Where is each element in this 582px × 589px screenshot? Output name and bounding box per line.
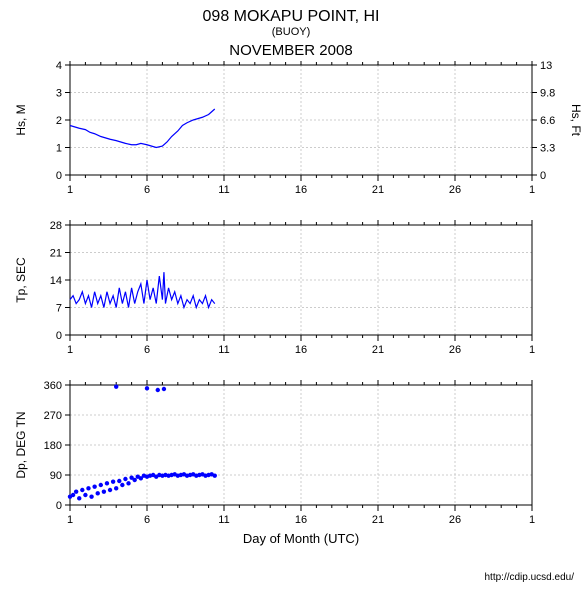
chart-container: 098 MOKAPU POINT, HI (BUOY) NOVEMBER 200… xyxy=(0,8,582,589)
svg-text:Day of Month (UTC): Day of Month (UTC) xyxy=(243,531,359,546)
svg-text:4: 4 xyxy=(56,61,62,72)
svg-text:0: 0 xyxy=(56,170,62,182)
svg-text:16: 16 xyxy=(295,184,307,196)
svg-text:11: 11 xyxy=(218,184,229,196)
station-type: (BUOY) xyxy=(0,26,582,38)
svg-text:26: 26 xyxy=(449,344,461,356)
svg-text:0: 0 xyxy=(540,170,546,182)
svg-text:1: 1 xyxy=(67,184,73,196)
svg-text:3.3: 3.3 xyxy=(540,143,555,155)
svg-text:270: 270 xyxy=(44,410,62,422)
svg-text:21: 21 xyxy=(50,248,62,260)
svg-text:26: 26 xyxy=(449,514,461,526)
svg-text:Hs, Ft: Hs, Ft xyxy=(569,104,582,137)
svg-text:90: 90 xyxy=(50,470,62,482)
svg-text:21: 21 xyxy=(372,184,384,196)
svg-text:7: 7 xyxy=(56,303,62,315)
svg-text:1: 1 xyxy=(529,514,535,526)
svg-text:Tp, SEC: Tp, SEC xyxy=(14,257,28,303)
svg-text:16: 16 xyxy=(295,344,307,356)
svg-text:2: 2 xyxy=(56,115,62,127)
svg-text:26: 26 xyxy=(449,184,461,196)
svg-text:Dp, DEG TN: Dp, DEG TN xyxy=(14,411,28,478)
svg-text:9.8: 9.8 xyxy=(540,88,555,100)
svg-text:28: 28 xyxy=(50,220,62,232)
svg-text:11: 11 xyxy=(218,514,229,526)
svg-text:1: 1 xyxy=(529,184,535,196)
svg-text:0: 0 xyxy=(56,500,62,512)
svg-text:6.6: 6.6 xyxy=(540,115,555,127)
charts-svg: 161116212610123403.36.69.813Hs, FtHs, M1… xyxy=(0,61,582,551)
svg-text:6: 6 xyxy=(144,344,150,356)
svg-text:180: 180 xyxy=(44,440,62,452)
svg-text:360: 360 xyxy=(44,380,62,392)
svg-text:21: 21 xyxy=(372,344,384,356)
svg-text:6: 6 xyxy=(144,184,150,196)
station-title: 098 MOKAPU POINT, HI xyxy=(0,8,582,26)
svg-text:3: 3 xyxy=(56,88,62,100)
svg-text:11: 11 xyxy=(218,344,229,356)
svg-text:14: 14 xyxy=(50,275,62,287)
svg-text:1: 1 xyxy=(67,514,73,526)
footer-url: http://cdip.ucsd.edu/ xyxy=(484,572,574,583)
svg-text:16: 16 xyxy=(295,514,307,526)
svg-text:Hs, M: Hs, M xyxy=(14,104,28,135)
svg-text:1: 1 xyxy=(56,143,62,155)
period-title: NOVEMBER 2008 xyxy=(0,42,582,59)
svg-text:21: 21 xyxy=(372,514,384,526)
svg-text:1: 1 xyxy=(67,344,73,356)
svg-text:6: 6 xyxy=(144,514,150,526)
svg-text:13: 13 xyxy=(540,61,552,72)
svg-text:0: 0 xyxy=(56,330,62,342)
svg-text:1: 1 xyxy=(529,344,535,356)
